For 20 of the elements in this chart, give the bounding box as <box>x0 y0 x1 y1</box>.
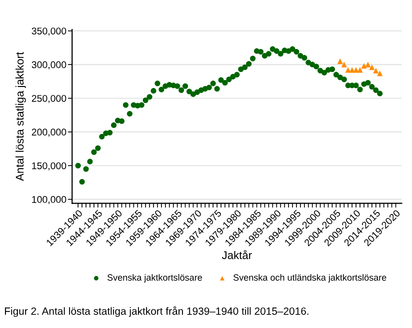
y-tick-label: 100,000 <box>32 196 66 204</box>
y-tick-label: 300,000 <box>32 61 66 70</box>
y-tick-label: 250,000 <box>32 94 66 104</box>
y-tick-label: 200,000 <box>32 128 66 137</box>
point <box>365 62 371 68</box>
legend-label: Svenska jaktkortslösare <box>107 274 202 282</box>
y-tick-label: 150,000 <box>32 162 66 170</box>
point <box>353 67 359 73</box>
point <box>377 70 383 76</box>
x-axis-title: Jaktår <box>222 250 252 260</box>
point <box>369 64 375 70</box>
point <box>361 63 367 69</box>
point <box>357 67 363 73</box>
point <box>373 68 379 74</box>
legend-label: Svenska och utländska jaktkortslösare <box>233 274 386 282</box>
y-tick-label: 350,000 <box>32 28 66 36</box>
text: Figur 2. Antal lösta statliga jaktkort från 1939–1940 till 2015–2016. <box>4 306 308 317</box>
y-axis-title: Antal lösta statliga jaktkort <box>15 52 26 181</box>
point <box>341 62 347 68</box>
point <box>337 58 343 64</box>
